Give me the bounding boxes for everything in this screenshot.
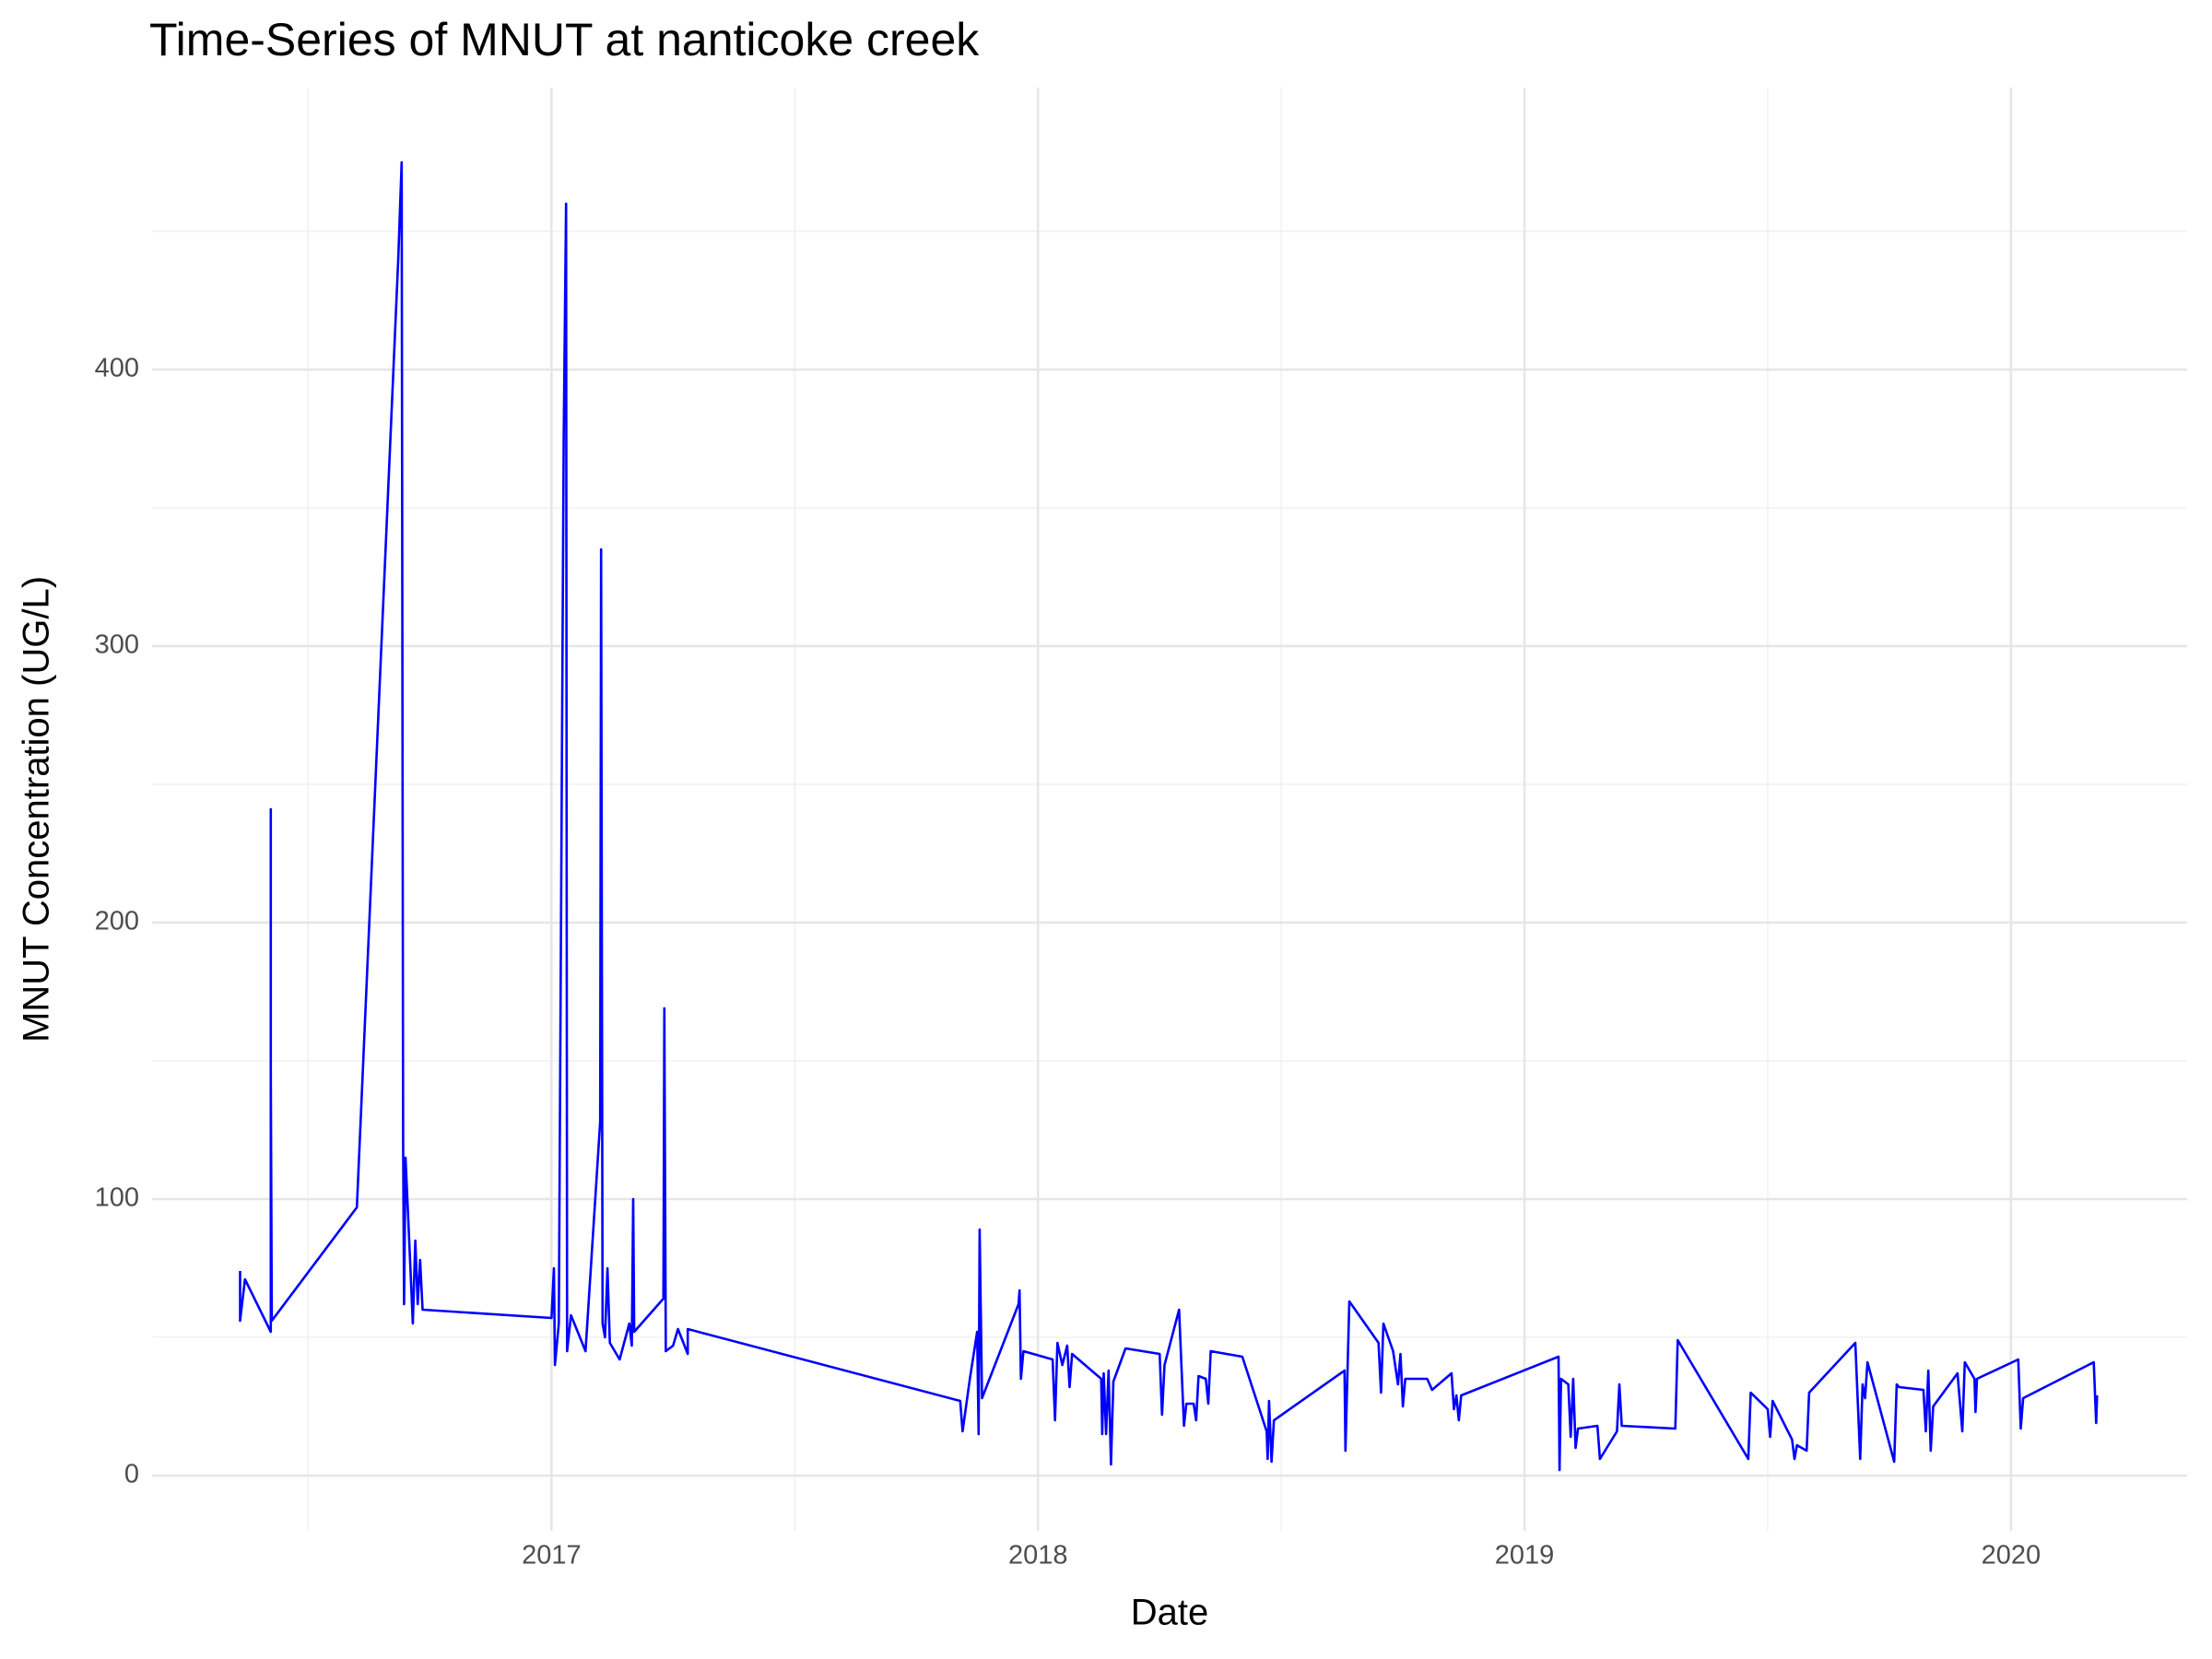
x-tick-label: 2020: [1982, 1541, 2041, 1571]
y-tick-label: 200: [95, 907, 139, 936]
y-axis-title: MNUT Concentration (UG/L): [17, 576, 57, 1042]
chart-title: Time-Series of MNUT at nanticoke creek: [149, 14, 980, 65]
x-axis-title: Date: [1131, 1593, 1209, 1633]
y-tick-label: 100: [95, 1183, 139, 1213]
y-tick-label: 400: [95, 354, 139, 383]
y-tick-label: 0: [124, 1460, 139, 1489]
y-tick-label: 300: [95, 630, 139, 660]
x-tick-label: 2018: [1008, 1541, 1068, 1571]
x-tick-label: 2017: [522, 1541, 582, 1571]
data-line: [239, 160, 2099, 1472]
x-tick-label: 2019: [1495, 1541, 1555, 1571]
